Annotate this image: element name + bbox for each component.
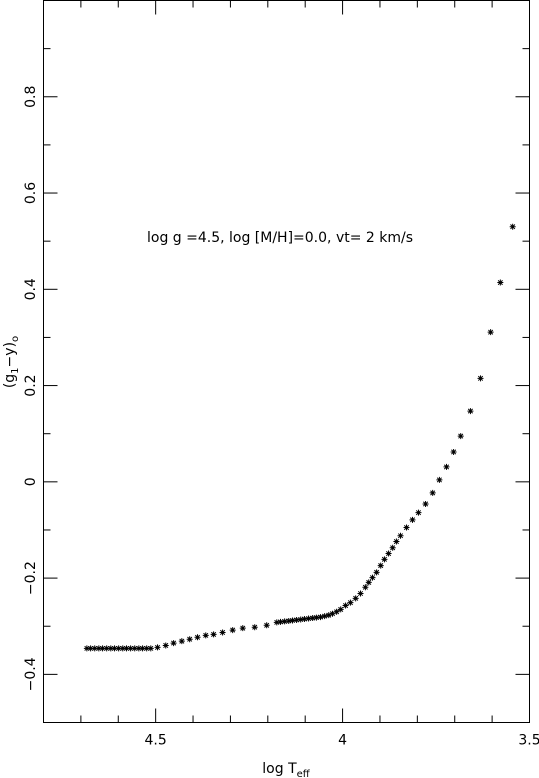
point [443,463,450,470]
y-tick-label: 0.2 [23,374,39,396]
point [178,638,185,645]
point [202,632,209,639]
point [135,645,142,652]
y-tick-label: 0 [23,477,39,486]
point [127,645,134,652]
point [329,610,336,617]
point [239,625,246,632]
y-tick-label: 0.8 [23,86,39,108]
point [357,590,364,597]
point [263,622,270,629]
point [352,595,359,602]
point [111,645,118,652]
y-label-mid: −y) [2,342,18,367]
point [497,279,504,286]
point [457,433,464,440]
point [321,613,328,620]
point [115,645,122,652]
point [119,645,126,652]
point [273,619,280,626]
y-axis-label: (g1−y)o [2,336,21,388]
x-tick-label: 4 [338,733,347,749]
point [369,574,376,581]
x-label-main: log T [262,761,297,777]
point [389,544,396,551]
point [143,645,150,652]
point [123,645,130,652]
x-tick-label: 3.5 [518,733,539,749]
point [289,617,296,624]
point [373,569,380,576]
point [325,612,332,619]
point [436,476,443,483]
point [477,375,484,382]
x-axis-label: log Teff [262,761,310,778]
point [251,624,258,631]
annotation: log g =4.5, log [M/H]=0.0, vt= 2 km/s [147,230,413,246]
y-label-sub: o [10,336,21,342]
point [285,617,292,624]
point [487,329,494,336]
point [103,645,110,652]
point [377,562,384,569]
point [95,645,102,652]
point [397,532,404,539]
point [337,606,344,613]
y-tick-label: 0.6 [23,182,39,204]
point [429,489,436,496]
point [99,645,106,652]
point [309,615,316,622]
point [362,584,369,591]
plot-frame [43,0,530,723]
point [147,645,154,652]
point [87,645,94,652]
point [415,509,422,516]
point [219,629,226,636]
point [107,645,114,652]
point [139,645,146,652]
y-label-open: (g [2,374,18,388]
point [170,640,177,647]
point [297,616,304,623]
point [333,608,340,615]
point [277,618,284,625]
point [450,448,457,455]
point [91,645,98,652]
point [313,614,320,621]
y-tick-label: 0.4 [23,278,39,300]
point [293,616,300,623]
point [210,631,217,638]
point [347,599,354,606]
point [393,538,400,545]
point [409,516,416,523]
point [381,556,388,563]
point [83,645,90,652]
point [403,524,410,531]
point [131,645,138,652]
point [229,627,236,634]
point [385,550,392,557]
point [162,642,169,649]
point [186,636,193,643]
point [365,579,372,586]
x-label-sub: eff [297,769,311,778]
x-tick-label: 4.5 [145,733,167,749]
point [154,644,161,651]
y-label-sub: 1 [10,367,21,373]
point [301,616,308,623]
point [467,408,474,415]
point [342,602,349,609]
point [194,634,201,641]
point [317,614,324,621]
y-tick-label: −0.4 [23,657,39,691]
point [509,223,516,230]
point [305,615,312,622]
point [281,618,288,625]
y-tick-label: −0.2 [23,561,39,595]
point [422,500,429,507]
